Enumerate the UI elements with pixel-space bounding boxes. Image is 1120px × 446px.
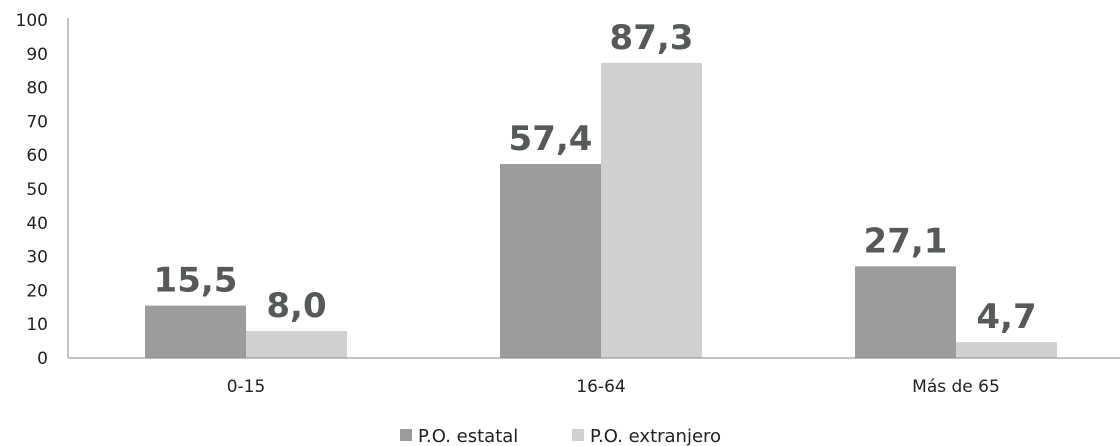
y-tick-label: 90 — [26, 45, 48, 65]
x-category-label: 16-64 — [576, 377, 625, 397]
bar — [601, 62, 702, 359]
legend-swatch — [400, 429, 412, 441]
y-tick-label: 10 — [26, 315, 48, 335]
bar — [500, 163, 601, 358]
data-label: 4,7 — [976, 297, 1036, 337]
y-tick-label: 60 — [26, 146, 48, 166]
x-axis: 0-15 16-64 Más de 65 — [68, 357, 1120, 397]
legend-label: P.O. estatal — [418, 426, 518, 446]
bar — [956, 342, 1057, 358]
x-category-label: 0-15 — [227, 377, 266, 397]
y-tick-label: 30 — [26, 248, 48, 268]
bar — [246, 330, 347, 358]
y-tick-label: 70 — [26, 112, 48, 132]
data-label: 15,5 — [154, 261, 238, 301]
y-tick-label: 0 — [37, 349, 48, 369]
y-tick-label: 80 — [26, 79, 48, 99]
data-label: 8,0 — [266, 286, 326, 326]
bar — [145, 305, 246, 358]
y-tick-label: 40 — [26, 214, 48, 234]
bar — [855, 266, 956, 358]
data-label: 87,3 — [610, 18, 694, 58]
data-label: 27,1 — [864, 221, 948, 261]
y-axis: 0 10 20 30 40 50 60 70 80 90 100 — [16, 11, 69, 369]
bars — [145, 62, 1057, 359]
y-tick-label: 20 — [26, 281, 48, 301]
legend: P.O. estatal P.O. extranjero — [400, 426, 721, 446]
y-tick-label: 100 — [16, 11, 48, 31]
y-tick-label: 50 — [26, 180, 48, 200]
data-labels: 15,5 57,4 27,1 8,0 87,3 4,7 — [154, 18, 1037, 337]
legend-label: P.O. extranjero — [590, 426, 721, 446]
legend-swatch — [572, 429, 584, 441]
data-label: 57,4 — [509, 119, 593, 159]
x-category-label: Más de 65 — [912, 377, 1000, 397]
